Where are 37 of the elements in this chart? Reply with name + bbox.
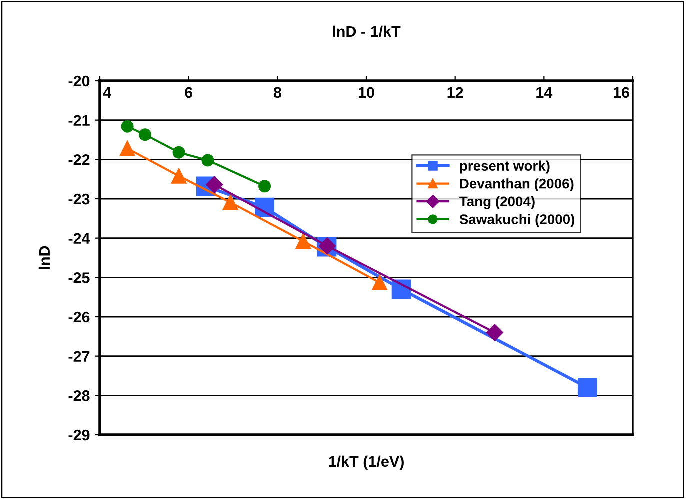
point — [172, 146, 186, 159]
point — [578, 378, 598, 398]
legend-label: Devanthan (2006) — [460, 178, 574, 192]
y-tick-label: -27 — [68, 351, 90, 362]
point — [206, 176, 224, 194]
y-tick-label: -29 — [68, 430, 90, 441]
y-axis-title: lnD — [38, 246, 50, 270]
legend-label: present work) — [460, 160, 550, 174]
point — [202, 154, 214, 167]
point — [486, 324, 504, 342]
y-tick-label: -20 — [68, 76, 90, 87]
point — [139, 128, 152, 142]
x-tick-label: 10 — [358, 87, 374, 98]
point — [171, 168, 187, 184]
y-tick-label: -28 — [68, 390, 90, 402]
point — [372, 275, 388, 290]
point — [258, 180, 272, 193]
x-tick-label: 6 — [185, 87, 193, 98]
legend-label: Sawakuchi (2000) — [460, 214, 575, 228]
x-axis-title: 1/kT (1/eV) — [329, 456, 404, 470]
y-tick-label: -24 — [68, 233, 90, 244]
y-tick-label: -21 — [68, 115, 90, 126]
y-tick-label: -25 — [68, 272, 90, 284]
x-tick-label: 12 — [448, 87, 464, 98]
point — [296, 234, 312, 250]
y-tick-label: -26 — [68, 312, 90, 323]
y-tick-label: -23 — [68, 194, 90, 205]
point — [120, 141, 136, 156]
x-tick-label: 14 — [536, 87, 553, 98]
x-tick-label: 8 — [274, 87, 282, 98]
x-tick-label: 16 — [614, 87, 630, 98]
chart-title: lnD - 1/kT — [333, 26, 401, 38]
y-tick-label: -22 — [68, 154, 90, 166]
point — [222, 194, 238, 210]
point — [121, 120, 134, 133]
legend-label: Tang (2004) — [460, 196, 535, 210]
x-tick-label: 4 — [103, 87, 112, 98]
